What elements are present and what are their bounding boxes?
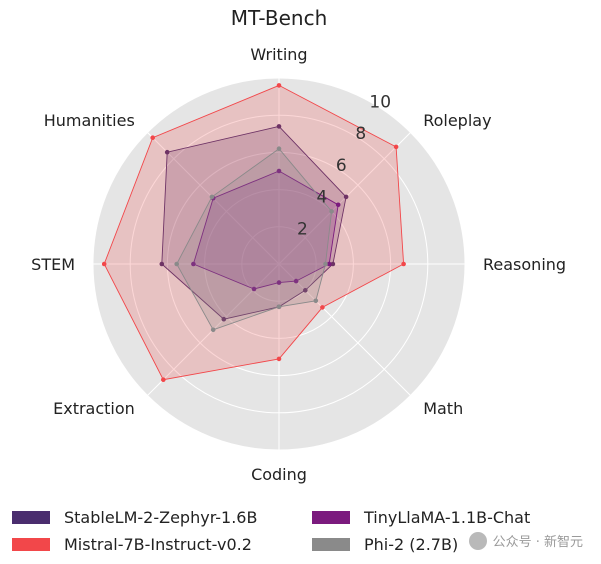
legend-item-stablelm: StableLM-2-Zephyr-1.6B [12, 508, 257, 527]
series-2-point-3 [293, 278, 299, 284]
axis-label-extraction: Extraction [53, 399, 135, 418]
series-0-point-2 [330, 261, 336, 267]
series-1-point-2 [401, 261, 406, 267]
axis-label-coding: Coding [251, 465, 307, 484]
radial-tick-label-4: 10 [369, 92, 391, 112]
series-1-point-6 [101, 261, 107, 267]
series-1-point-5 [161, 377, 166, 383]
series-3-point-3 [313, 298, 319, 304]
series-0-point-5 [221, 316, 227, 322]
legend-item-mistral: Mistral-7B-Instruct-v0.2 [12, 535, 252, 554]
legend-item-tinyllama: TinyLlaMA-1.1B-Chat [312, 508, 530, 527]
legend-swatch-tinyllama [312, 511, 350, 524]
series-2-point-1 [335, 202, 341, 208]
series-0-point-7 [164, 149, 170, 155]
series-2-point-2 [326, 261, 332, 267]
series-3-point-2 [323, 261, 328, 267]
series-3-point-0 [276, 146, 282, 151]
series-1-point-7 [150, 135, 155, 140]
series-3-point-7 [209, 194, 215, 200]
watermark: 公众号 · 新智元 [468, 531, 583, 550]
axis-label-humanities: Humanities [44, 111, 135, 130]
axis-label-roleplay: Roleplay [423, 111, 491, 130]
radial-tick-label-2: 6 [336, 156, 347, 176]
legend-label-phi2: Phi-2 (2.7B) [364, 535, 459, 554]
chart-title: MT-Bench [231, 6, 328, 30]
series-1-point-4 [276, 356, 282, 362]
axis-label-writing: Writing [250, 45, 307, 64]
wechat-icon [468, 531, 487, 550]
series-3-point-5 [210, 327, 216, 333]
legend-label-tinyllama: TinyLlaMA-1.1B-Chat [364, 508, 531, 527]
series-3-point-4 [276, 304, 282, 310]
series-2-point-4 [276, 280, 282, 285]
series-1-point-3 [320, 305, 325, 310]
grid-spoke-3 [278, 263, 411, 396]
legend-label-stablelm: StableLM-2-Zephyr-1.6B [64, 508, 258, 527]
series-3-point-1 [329, 209, 334, 214]
legend-item-phi2: Phi-2 (2.7B) [312, 535, 458, 554]
series-1-point-1 [393, 144, 399, 150]
axis-label-stem: STEM [31, 255, 75, 274]
legend-swatch-mistral [12, 538, 50, 551]
radial-tick-label-1: 4 [316, 188, 327, 208]
legend-swatch-stablelm [12, 511, 50, 524]
watermark-text: 公众号 · 新智元 [492, 535, 583, 550]
series-2-point-0 [276, 168, 282, 174]
series-0-point-0 [276, 124, 282, 129]
legend: StableLM-2-Zephyr-1.6B Mistral-7B-Instru… [0, 500, 601, 560]
series-1-point-0 [276, 83, 282, 88]
legend-swatch-phi2 [312, 538, 350, 551]
series-0-point-3 [303, 288, 308, 293]
legend-label-mistral: Mistral-7B-Instruct-v0.2 [64, 535, 252, 554]
series-2-point-5 [251, 286, 257, 292]
series-0-point-1 [343, 194, 349, 200]
axis-label-math: Math [423, 399, 463, 418]
series-2-point-6 [191, 261, 196, 267]
radial-tick-label-3: 8 [355, 124, 366, 144]
radial-tick-label-0: 2 [297, 219, 308, 239]
series-0-point-6 [159, 261, 165, 267]
series-3-point-6 [174, 261, 179, 267]
axis-label-reasoning: Reasoning [483, 255, 566, 274]
